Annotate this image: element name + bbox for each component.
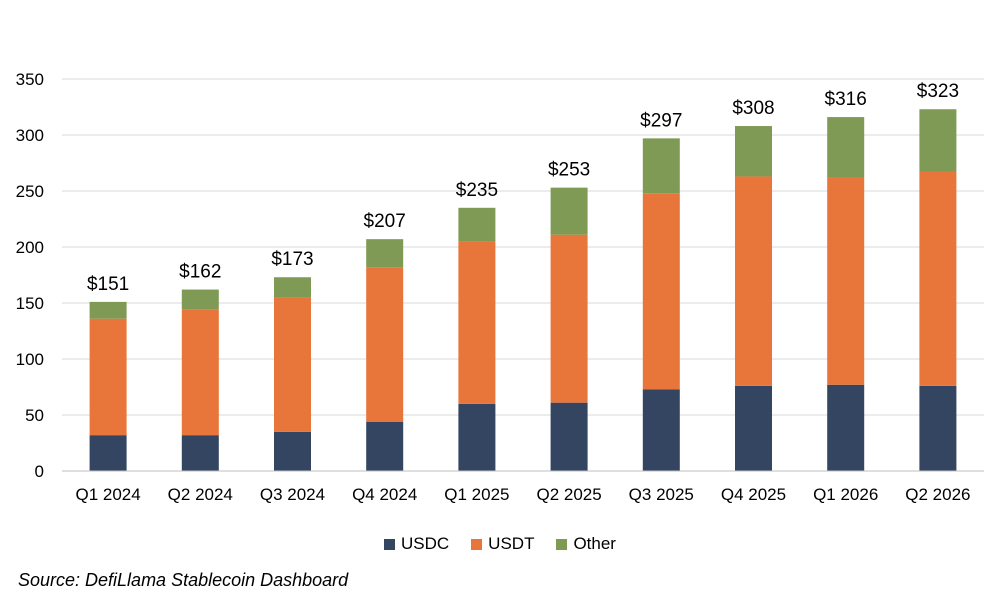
- bar-usdt-4: [458, 241, 496, 404]
- source-note: Source: DefiLlama Stablecoin Dashboard: [18, 570, 349, 590]
- bar-usdt-0: [89, 318, 127, 436]
- y-tick-label: 250: [16, 182, 44, 201]
- total-label: $297: [640, 110, 682, 131]
- y-tick-label: 50: [25, 406, 44, 425]
- total-label: $253: [548, 160, 590, 181]
- bar-usdc-4: [458, 403, 496, 471]
- x-axis-ticks: Q1 2024 Q2 2024 Q3 2024 Q4 2024 Q1 2025 Q2 20…: [75, 485, 970, 504]
- total-labels: $151 $162 $173 $207 $235 $253 $297 $308 $316 $323: [87, 81, 959, 295]
- legend-swatch-usdc: [384, 538, 395, 550]
- total-label: $207: [364, 211, 406, 232]
- bar-other-4: [458, 207, 496, 242]
- bar-other-1: [181, 289, 219, 310]
- y-tick-label: 150: [16, 294, 44, 313]
- bar-usdt-2: [274, 297, 311, 432]
- total-label: $316: [825, 89, 867, 110]
- legend-swatch-usdt: [471, 538, 483, 550]
- bar-usdc-9: [919, 385, 957, 471]
- bar-usdc-6: [642, 389, 680, 471]
- total-label: $173: [271, 249, 313, 270]
- y-tick-label: 0: [35, 462, 44, 481]
- legend-swatch-other: [556, 538, 568, 550]
- total-label: $308: [732, 98, 774, 119]
- x-tick-label: Q2 2026: [905, 485, 970, 504]
- bar-other-0: [89, 301, 127, 319]
- x-tick-label: Q3 2025: [629, 485, 694, 504]
- legend-item-usdc: USDC: [384, 534, 449, 554]
- bar-usdc-2: [274, 431, 311, 471]
- bar-other-7: [735, 126, 772, 177]
- bar-usdc-8: [827, 384, 865, 471]
- bar-usdt-5: [550, 234, 588, 403]
- y-tick-label: 100: [16, 350, 44, 369]
- legend-item-usdt: USDT: [471, 534, 534, 554]
- legend-label-other: Other: [573, 534, 616, 553]
- bar-other-9: [919, 109, 957, 172]
- bar-other-2: [274, 277, 311, 298]
- y-tick-label: 300: [16, 126, 44, 145]
- bar-usdt-8: [827, 177, 865, 385]
- bar-usdt-3: [366, 267, 404, 422]
- x-tick-label: Q4 2024: [352, 485, 417, 504]
- y-axis-ticks: 0 50 100 150 200 250 300 350: [16, 70, 44, 481]
- x-tick-label: Q1 2024: [75, 485, 140, 504]
- bar-usdt-9: [919, 171, 957, 386]
- x-tick-label: Q2 2025: [536, 485, 601, 504]
- y-tick-label: 350: [16, 70, 44, 89]
- x-tick-label: Q1 2026: [813, 485, 878, 504]
- bar-usdc-5: [550, 402, 588, 471]
- bars: [89, 109, 957, 471]
- bar-usdt-1: [181, 309, 219, 436]
- total-label: $235: [456, 180, 498, 201]
- bar-other-8: [827, 117, 865, 178]
- x-tick-label: Q2 2024: [168, 485, 233, 504]
- bar-usdt-6: [642, 193, 680, 390]
- x-tick-label: Q1 2025: [444, 485, 509, 504]
- legend: USDC USDT Other: [0, 531, 1000, 557]
- bar-usdc-7: [735, 385, 772, 471]
- total-label: $323: [917, 81, 959, 102]
- bar-other-3: [366, 239, 404, 268]
- bar-other-6: [642, 138, 680, 194]
- bar-usdc-3: [366, 421, 404, 471]
- y-tick-label: 200: [16, 238, 44, 257]
- legend-label-usdt: USDT: [488, 534, 535, 553]
- stacked-bar-chart: 0 50 100 150 200 250 300 350 $151 $162 $173 $207 $2…: [16, 70, 984, 504]
- bar-usdc-1: [181, 435, 219, 471]
- bar-usdc-0: [89, 435, 127, 471]
- x-tick-label: Q4 2025: [721, 485, 786, 504]
- legend-label-usdc: USDC: [401, 534, 450, 553]
- bar-usdt-7: [735, 176, 772, 386]
- total-label: $151: [87, 274, 129, 295]
- total-label: $162: [179, 262, 221, 283]
- legend-item-other: Other: [556, 534, 616, 554]
- x-tick-label: Q3 2024: [260, 485, 325, 504]
- bar-other-5: [550, 187, 588, 235]
